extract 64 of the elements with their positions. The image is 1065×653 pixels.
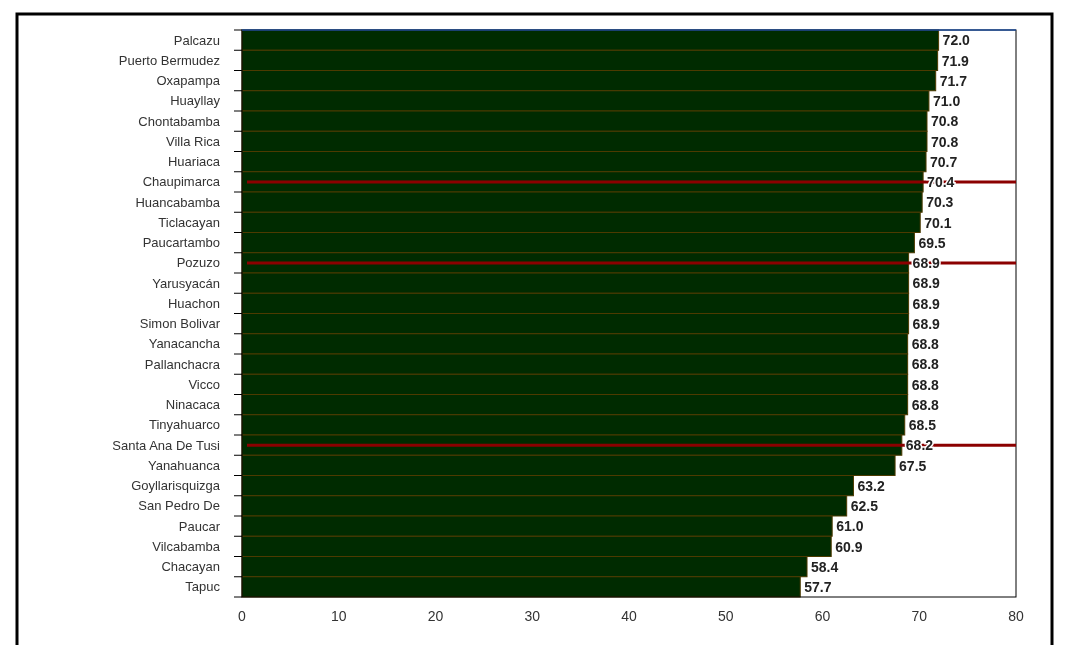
data-label: 70.8	[930, 113, 959, 130]
data-label: 67.5	[899, 457, 927, 474]
y-tick-label: Paucar	[178, 518, 221, 534]
data-label: 60.9	[835, 538, 863, 555]
data-label: 68.8	[911, 356, 940, 373]
y-tick-label: Chacayan	[161, 559, 220, 575]
y-tick-label: Oxapampa	[156, 73, 221, 89]
y-tick-label: Goyllarisquizga	[131, 478, 221, 494]
y-tick-label: Chaupimarca	[142, 174, 221, 190]
y-tick-label: Huayllay	[170, 93, 221, 109]
y-tick-label: Tapuc	[185, 579, 221, 595]
data-label: 68.9	[912, 315, 941, 332]
y-tick-label: Huancabamba	[135, 194, 221, 210]
y-tick-label: Yanahuanca	[147, 457, 221, 473]
data-label: 72.0	[942, 32, 971, 49]
x-tick-label: 0	[238, 608, 247, 624]
y-tick-label: Paucartambo	[142, 235, 220, 251]
data-label: 61.0	[836, 518, 864, 535]
y-tick-label: Villa Rica	[166, 133, 221, 149]
y-tick-label: Ticlacayan	[158, 214, 220, 230]
y-tick-label: Pozuzo	[176, 255, 220, 271]
y-tick-label: Ninacaca	[165, 397, 221, 413]
x-tick-label: 30	[524, 608, 541, 624]
data-label: 68.9	[912, 275, 941, 292]
data-label: 62.5	[850, 498, 879, 515]
data-label: 69.5	[918, 234, 946, 251]
x-tick-label: 60	[814, 608, 831, 624]
y-tick-label: Santa Ana De Tusi	[112, 437, 221, 453]
data-label: 58.4	[811, 558, 839, 575]
data-label: 71.0	[932, 93, 961, 110]
y-tick-label: Huachon	[167, 295, 220, 311]
y-tick-label: Pallanchacra	[144, 356, 221, 372]
data-label: 68.8	[911, 336, 940, 353]
x-tick-label: 20	[427, 608, 444, 624]
y-tick-label: Huariaca	[167, 154, 221, 170]
x-tick-label: 70	[911, 608, 928, 624]
data-label: 71.7	[939, 72, 968, 89]
data-label: 68.9	[912, 255, 941, 272]
y-tick-label: Vilcabamba	[152, 538, 221, 554]
data-label: 63.2	[857, 477, 885, 494]
x-tick-label: 80	[1008, 608, 1024, 624]
data-label: 68.8	[911, 376, 940, 393]
data-label: 70.4	[927, 174, 955, 191]
y-tick-label: Vicco	[188, 376, 220, 392]
data-label: 68.5	[908, 417, 937, 434]
y-tick-label: Yanacancha	[148, 336, 221, 352]
x-tick-label: 40	[621, 608, 637, 624]
y-tick-label: Palcazu	[173, 32, 220, 48]
data-label: 57.7	[804, 579, 832, 596]
data-label: 70.3	[926, 194, 954, 211]
y-tick-label: Tinyahuarco	[148, 417, 220, 433]
x-tick-label: 10	[330, 608, 347, 624]
data-label: 71.9	[941, 52, 970, 69]
y-tick-label: Yarusyacán	[152, 275, 220, 291]
y-tick-label: Puerto Bermudez	[118, 52, 220, 68]
data-label: 70.8	[930, 133, 959, 150]
y-tick-label: Simon Bolivar	[139, 316, 221, 332]
y-tick-label: San Pedro De	[138, 498, 220, 514]
x-tick-label: 50	[717, 608, 734, 624]
data-label: 68.9	[912, 295, 941, 312]
y-tick-label: Chontabamba	[138, 113, 221, 129]
data-label: 70.1	[924, 214, 952, 231]
data-label: 70.7	[930, 153, 958, 170]
data-label: 68.8	[911, 396, 940, 413]
